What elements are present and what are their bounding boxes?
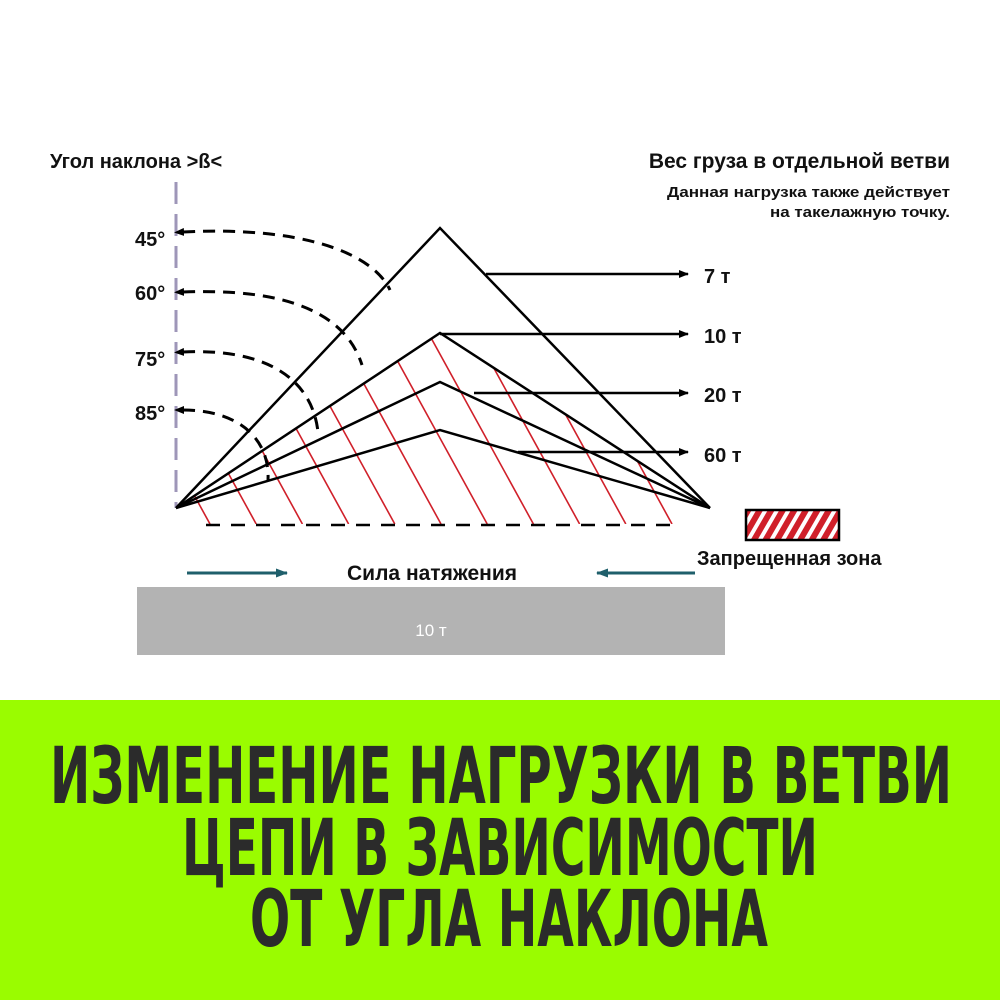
sling-45	[175, 226, 711, 509]
load-block-label: 10 т	[415, 621, 447, 640]
load-label-20: 20 т	[704, 385, 742, 407]
weight-note-line2: на такелажную точку.	[770, 204, 950, 221]
angle-label-85: 85°	[135, 403, 165, 425]
hatch-line	[422, 333, 535, 524]
angle-arc-60	[174, 287, 364, 366]
legend-label: Запрещенная зона	[697, 548, 882, 570]
load-label-10: 10 т	[704, 326, 742, 348]
sling-85	[175, 428, 711, 510]
angle-title: Угол наклона >ß<	[50, 151, 222, 173]
angle-label-75: 75°	[135, 349, 165, 371]
angle-label-45: 45°	[135, 229, 165, 251]
tension-label: Сила натяжения	[347, 562, 517, 585]
angle-arc-85	[174, 406, 270, 481]
angle-arc-75	[174, 347, 320, 433]
load-label-7: 7 т	[704, 266, 731, 288]
weight-title: Вес груза в отдельной ветви	[649, 150, 950, 173]
sling-75	[175, 380, 711, 510]
load-label-60: 60 т	[704, 445, 742, 467]
weight-note-line1: Данная нагрузка также действует	[667, 184, 950, 201]
hatch-line	[330, 333, 442, 524]
banner-title-line1: ИЗМЕНЕНИЕ НАГРУЗКИ В ВЕТВИ	[50, 732, 952, 822]
banner-title-line3: ОТ УГЛА НАКЛОНА	[250, 875, 768, 965]
hatch-line	[191, 333, 304, 524]
load-block	[137, 587, 725, 655]
title-banner	[0, 700, 1000, 1000]
banner-title-line2: ЦЕПИ В ЗАВИСИМОСТИ	[182, 804, 818, 894]
legend-swatch	[744, 508, 841, 542]
angle-label-60: 60°	[135, 283, 165, 305]
angle-arc-45	[174, 227, 392, 291]
